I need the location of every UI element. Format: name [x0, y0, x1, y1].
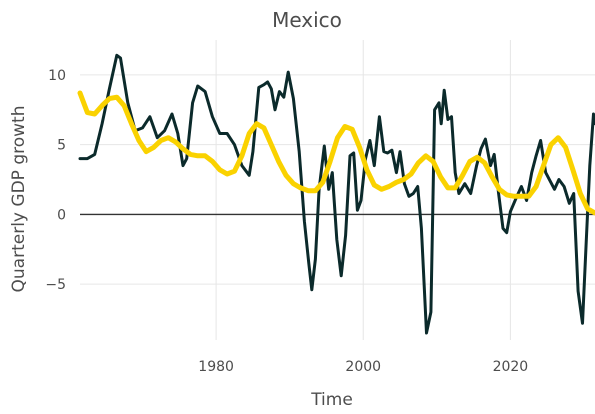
y-axis-title: Quarterly GDP growth: [9, 106, 29, 293]
tick-labels: 1980 2000 2020 −5 0 5 10: [45, 68, 528, 375]
chart-title: Mexico: [272, 8, 342, 32]
x-tick-label: 2000: [345, 359, 381, 375]
y-tick-label: 0: [57, 207, 66, 223]
y-tick-label: −5: [45, 277, 66, 293]
y-tick-label: 10: [48, 68, 66, 84]
x-axis-title: Time: [310, 390, 353, 410]
series-line-1: [78, 53, 595, 335]
series-lines: [77, 53, 595, 335]
x-tick-label: 2020: [493, 359, 529, 375]
series-line-2: [77, 90, 595, 216]
y-tick-label: 5: [57, 138, 66, 154]
x-tick-label: 1980: [198, 359, 234, 375]
grid: [80, 40, 595, 340]
